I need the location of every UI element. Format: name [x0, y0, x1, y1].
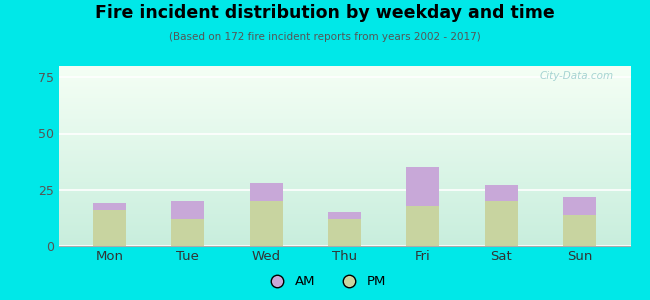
Bar	[172, 219, 204, 246]
Bar	[485, 201, 517, 246]
Bar	[485, 185, 517, 201]
Bar	[563, 214, 596, 246]
Bar	[93, 203, 126, 210]
Legend: AM, PM: AM, PM	[258, 270, 392, 293]
Bar	[328, 219, 361, 246]
Bar	[172, 201, 204, 219]
Text: Fire incident distribution by weekday and time: Fire incident distribution by weekday an…	[95, 4, 555, 22]
Bar	[250, 183, 283, 201]
Text: (Based on 172 fire incident reports from years 2002 - 2017): (Based on 172 fire incident reports from…	[169, 32, 481, 41]
Bar	[563, 196, 596, 214]
Bar	[406, 206, 439, 246]
Bar	[406, 167, 439, 206]
Bar	[250, 201, 283, 246]
Text: City-Data.com: City-Data.com	[540, 71, 614, 81]
Bar	[93, 210, 126, 246]
Bar	[328, 212, 361, 219]
